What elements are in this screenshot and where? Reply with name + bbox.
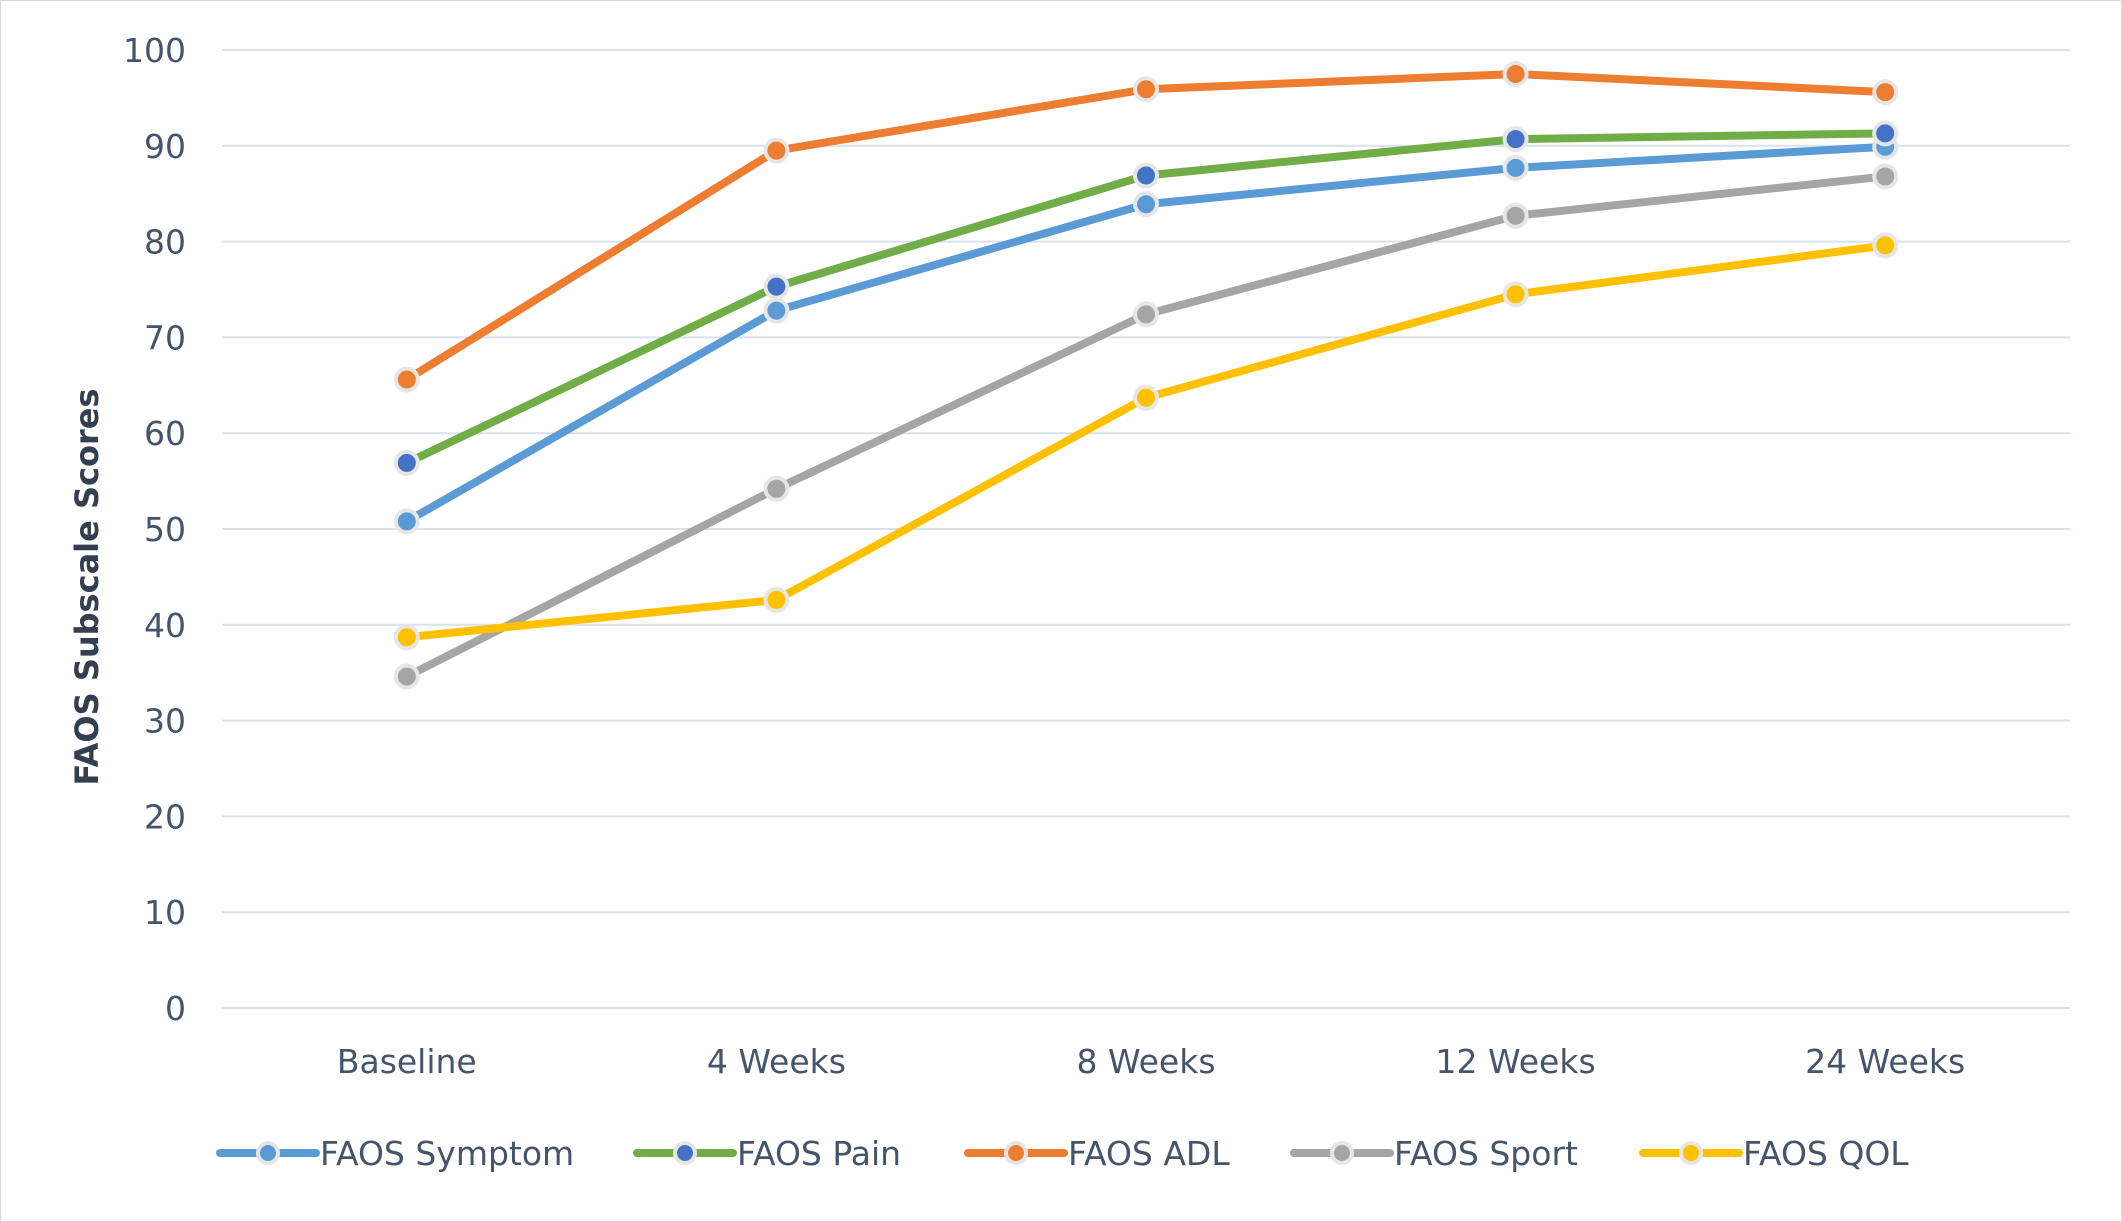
- data-point: [1502, 126, 1529, 153]
- x-tick-label: 24 Weeks: [1805, 1042, 1965, 1081]
- legend-label: FAOS QOL: [1743, 1134, 1909, 1173]
- legend-label: FAOS Sport: [1394, 1134, 1578, 1173]
- data-point: [1502, 202, 1529, 229]
- series-faos-symptom: [393, 133, 1899, 535]
- y-tick-label: 0: [165, 989, 186, 1028]
- x-tick-label: 4 Weeks: [707, 1042, 846, 1081]
- legend-item: FAOS QOL: [1639, 1134, 1909, 1173]
- data-point: [763, 137, 790, 164]
- data-point: [1502, 281, 1529, 308]
- legend-item: FAOS ADL: [964, 1134, 1230, 1173]
- data-point: [1133, 162, 1159, 189]
- x-tick-label: Baseline: [337, 1042, 477, 1081]
- series-faos-pain: [393, 120, 1899, 476]
- y-tick-label: 40: [144, 606, 186, 645]
- data-point: [763, 297, 790, 324]
- y-tick-label: 10: [144, 893, 186, 932]
- data-point: [1133, 191, 1159, 218]
- y-tick-label: 30: [144, 702, 186, 741]
- x-tick-label: 12 Weeks: [1436, 1042, 1596, 1081]
- data-point: [393, 366, 420, 393]
- legend: FAOS Symptom FAOS Pain FAOS ADL FAOS Sport F…: [216, 1134, 1909, 1173]
- data-point: [1133, 384, 1159, 411]
- legend-label: FAOS ADL: [1068, 1134, 1230, 1173]
- data-point: [1133, 76, 1159, 103]
- y-axis-tick-labels: 0 10 20 30 40 50 60 70 80 90 100: [123, 31, 186, 1028]
- legend-swatch-marker: [1004, 1141, 1028, 1165]
- data-point: [393, 624, 420, 651]
- series-faos-sport: [393, 163, 1899, 690]
- data-point: [393, 449, 420, 476]
- series-faos-qol: [393, 232, 1899, 651]
- data-point: [1133, 301, 1159, 328]
- data-point: [393, 663, 420, 690]
- data-point: [1872, 232, 1899, 259]
- y-tick-label: 70: [144, 318, 186, 357]
- y-axis-title: FAOS Subscale Scores: [68, 388, 106, 785]
- legend-label: FAOS Symptom: [320, 1134, 574, 1173]
- data-point: [1502, 60, 1529, 87]
- legend-item: FAOS Pain: [633, 1134, 901, 1173]
- data-point: [1502, 154, 1529, 181]
- data-point: [393, 508, 420, 535]
- legend-swatch-marker: [1679, 1141, 1703, 1165]
- legend-swatch-marker: [256, 1141, 280, 1165]
- x-axis-tick-labels: Baseline 4 Weeks 8 Weeks 12 Weeks 24 Weeks: [337, 1042, 1965, 1081]
- y-tick-label: 90: [144, 127, 186, 166]
- y-tick-label: 50: [144, 510, 186, 549]
- legend-item: FAOS Symptom: [216, 1134, 574, 1173]
- legend-label: FAOS Pain: [737, 1134, 901, 1173]
- y-tick-label: 20: [144, 797, 186, 836]
- x-tick-label: 8 Weeks: [1076, 1042, 1215, 1081]
- legend-swatch-marker: [673, 1141, 697, 1165]
- y-tick-label: 100: [123, 31, 186, 70]
- data-point: [1872, 79, 1899, 106]
- y-tick-label: 80: [144, 223, 186, 262]
- data-point: [1872, 163, 1899, 190]
- legend-swatch-marker: [1330, 1141, 1354, 1165]
- series-lines: [393, 60, 1899, 690]
- data-point: [1872, 120, 1899, 147]
- legend-item: FAOS Sport: [1290, 1134, 1578, 1173]
- data-point: [763, 475, 790, 502]
- y-tick-label: 60: [144, 414, 186, 453]
- data-point: [763, 273, 790, 300]
- series-faos-adl: [393, 60, 1899, 393]
- data-point: [763, 586, 790, 613]
- gridlines: [222, 49, 2070, 1009]
